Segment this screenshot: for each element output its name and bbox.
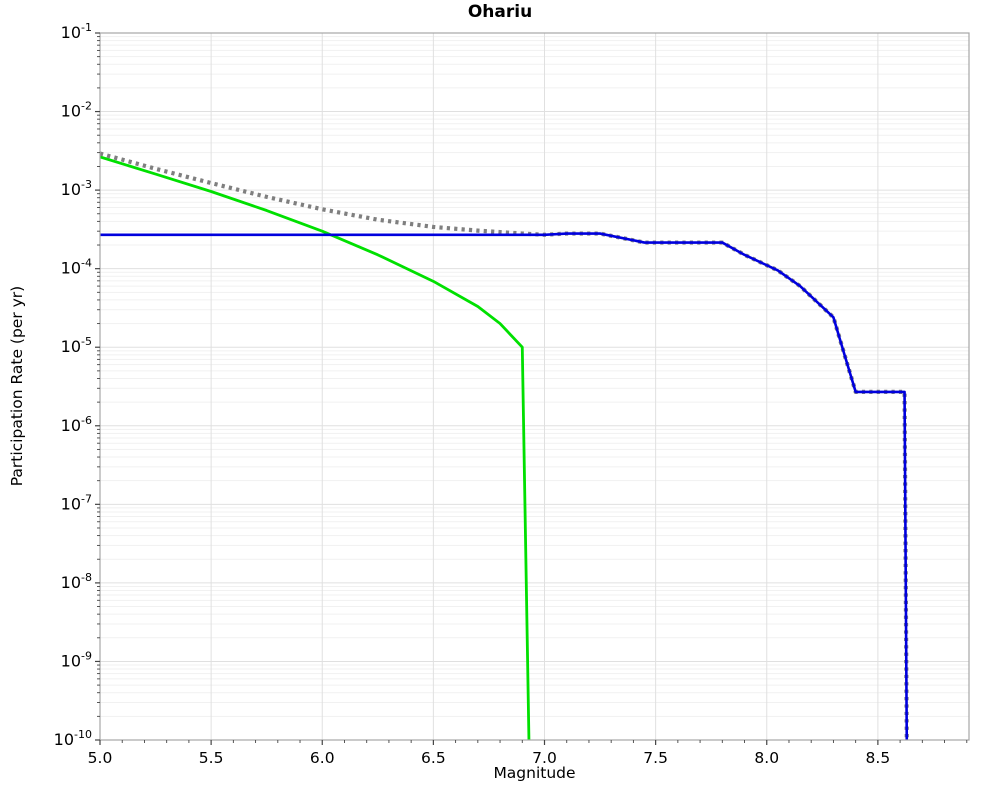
y-tick-label: 10-10 [54,728,92,749]
x-tick-labels: 5.0 5.5 6.0 6.5 7.0 7.5 8.0 8.5 [88,749,891,767]
series-gray-dotted [100,151,909,740]
y-tick-label: 10-5 [61,335,92,356]
series-blue [100,232,909,740]
x-tick-label: 8.5 [866,749,891,767]
chart-title: Ohariu [467,2,533,22]
gridlines-major [100,33,969,740]
y-tick-label: 10-9 [61,649,92,670]
x-tick-label: 6.5 [421,749,446,767]
plot-border [99,32,970,741]
gridlines-minor [100,36,969,717]
x-tick-label: 6.0 [310,749,335,767]
y-tick-label: 10-8 [61,571,92,592]
x-tick-label: 7.5 [643,749,668,767]
axis-ticks [95,32,968,745]
x-tick-label: 7.0 [532,749,557,767]
y-tick-label: 10-4 [61,257,92,278]
x-tick-label: 5.0 [88,749,113,767]
x-tick-label: 5.5 [199,749,224,767]
y-tick-label: 10-1 [61,21,92,42]
y-tick-label: 10-7 [61,492,92,513]
series [100,151,909,740]
y-tick-label: 10-2 [61,100,92,121]
x-tick-label: 8.0 [754,749,779,767]
y-tick-label: 10-6 [61,414,92,435]
x-axis-label: Magnitude [493,764,576,782]
y-tick-labels: 10-1 10-2 10-3 10-4 10-5 10-6 10-7 10-8 10-9 10-1… [54,21,92,749]
series-green [100,155,531,740]
y-tick-label: 10-3 [61,178,92,199]
